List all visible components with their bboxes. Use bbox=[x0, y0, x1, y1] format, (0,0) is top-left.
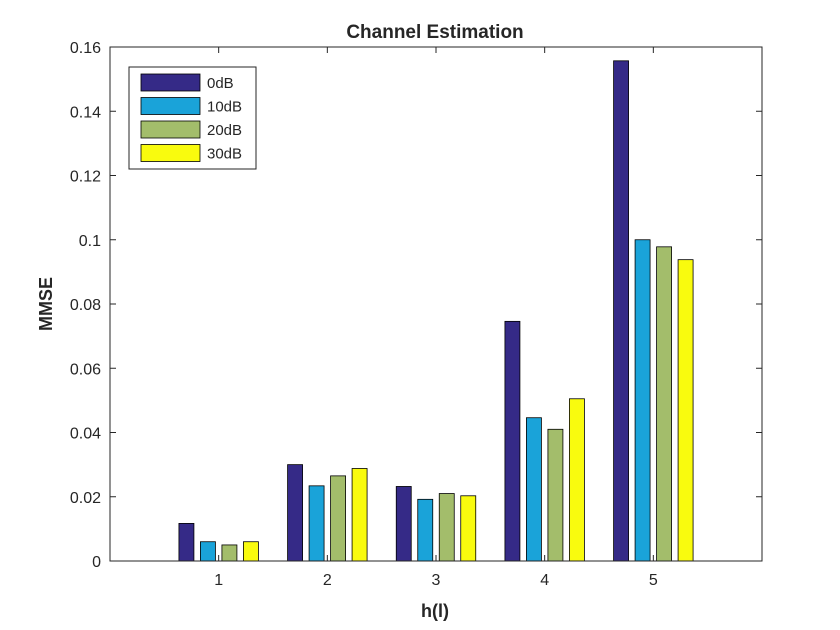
bar-20dB-5 bbox=[656, 246, 672, 562]
legend-label-0dB: 0dB bbox=[207, 75, 234, 92]
bar-0dB-4 bbox=[504, 320, 521, 562]
legend-label-20dB: 20dB bbox=[207, 122, 242, 139]
chart-title: Channel Estimation bbox=[346, 22, 523, 43]
bar-30dB-2 bbox=[351, 468, 368, 562]
legend: 0dB 10dB 20dB 30dB bbox=[128, 66, 257, 170]
legend-label-30dB: 30dB bbox=[207, 146, 242, 163]
y-tick-label: 0.08 bbox=[70, 297, 101, 314]
bar-30dB-5 bbox=[677, 259, 694, 562]
ticks-group: 1 2 3 4 5 0 0.02 0.04 0.06 0.08 0.1 0.12 0.14 0.16 bbox=[70, 40, 762, 589]
bar-20dB-4 bbox=[547, 428, 564, 562]
bar-30dB-3 bbox=[460, 495, 477, 562]
y-tick-label: 0.12 bbox=[70, 169, 101, 186]
y-tick-label: 0.16 bbox=[70, 40, 101, 57]
plot-frame bbox=[109, 46, 763, 562]
y-tick-label: 0.02 bbox=[70, 490, 101, 507]
y-tick-label: 0.1 bbox=[79, 233, 101, 250]
bar-0dB-1 bbox=[178, 523, 195, 562]
x-tick-label: 5 bbox=[649, 572, 658, 589]
x-tick-label: 4 bbox=[540, 572, 549, 589]
x-tick-label: 3 bbox=[432, 572, 441, 589]
bar-20dB-2 bbox=[330, 475, 346, 562]
x-tick-label: 2 bbox=[323, 572, 332, 589]
legend-label-10dB: 10dB bbox=[207, 99, 242, 116]
x-tick-label: 1 bbox=[214, 572, 223, 589]
x-axis-label: h(l) bbox=[421, 601, 449, 621]
bar-0dB-3 bbox=[395, 486, 412, 562]
y-tick-label: 0.04 bbox=[70, 426, 101, 443]
legend-swatch-10dB bbox=[140, 97, 201, 115]
y-tick-label: 0.14 bbox=[70, 104, 101, 121]
y-tick-label: 0.06 bbox=[70, 361, 101, 378]
legend-swatch-0dB bbox=[140, 73, 201, 92]
bar-0dB-5 bbox=[613, 60, 629, 562]
bar-10dB-3 bbox=[417, 498, 434, 562]
bar-10dB-2 bbox=[308, 485, 325, 562]
legend-swatch-20dB bbox=[140, 120, 201, 139]
bar-10dB-5 bbox=[634, 239, 651, 562]
bars-group bbox=[178, 60, 694, 562]
y-tick-label: 0 bbox=[92, 554, 101, 571]
bar-20dB-3 bbox=[438, 493, 455, 562]
legend-swatch-30dB bbox=[140, 144, 201, 162]
bar-0dB-2 bbox=[287, 464, 303, 562]
bar-20dB-1 bbox=[221, 544, 238, 562]
y-axis-label: MMSE bbox=[36, 277, 56, 331]
bar-30dB-1 bbox=[243, 541, 259, 562]
bar-10dB-1 bbox=[200, 541, 216, 562]
bar-30dB-4 bbox=[569, 398, 585, 562]
bar-10dB-4 bbox=[526, 417, 542, 562]
